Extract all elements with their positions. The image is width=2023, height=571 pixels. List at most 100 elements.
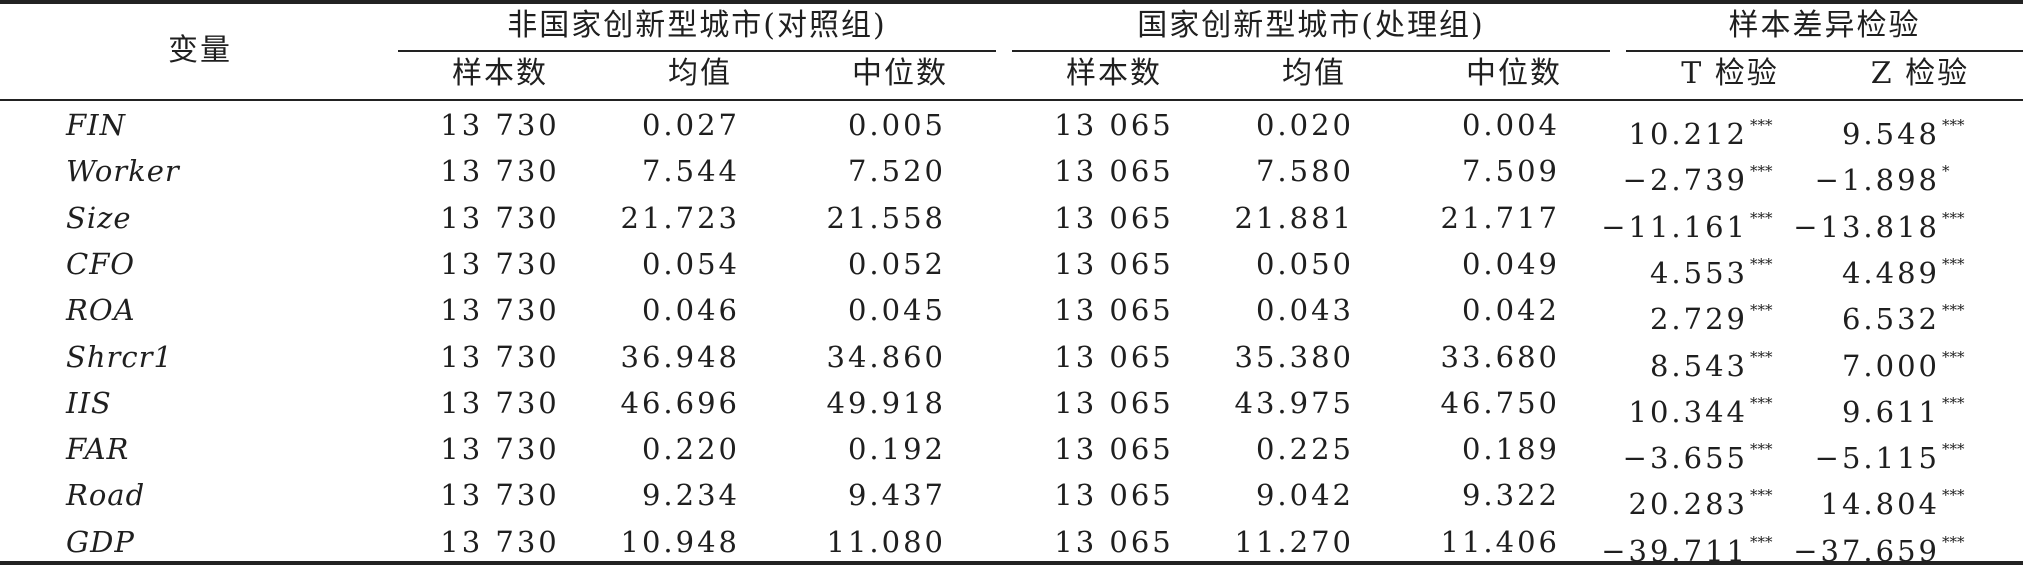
- cell-control-count: 13 730: [440, 432, 560, 467]
- cell-treatment-median: 0.042: [1461, 293, 1560, 328]
- cell-treatment-median: 9.322: [1461, 478, 1560, 513]
- cell-control-mean: 0.220: [641, 432, 740, 467]
- significance-stars: ***: [1750, 532, 1773, 551]
- cell-treatment-mean: 35.380: [1234, 339, 1354, 374]
- test-statistic: 20.283: [1628, 487, 1748, 522]
- significance-stars: ***: [1750, 347, 1773, 366]
- cell-t-test: −11.161 ***: [1560, 198, 1790, 244]
- cell-variable: IIS: [66, 385, 112, 420]
- header-group-control: 非国家创新型城市(对照组): [507, 8, 887, 43]
- cell-treatment-median: 46.750: [1440, 385, 1560, 420]
- test-statistic: −5.115: [1814, 441, 1940, 476]
- cell-z-test: 9.548 ***: [1752, 105, 1982, 151]
- cell-treatment-mean: 21.881: [1234, 200, 1354, 235]
- cell-control-median: 0.005: [847, 108, 946, 142]
- cell-control-median: 9.437: [847, 478, 946, 513]
- cell-control-count: 13 730: [440, 154, 560, 189]
- cell-variable: Worker: [66, 154, 180, 189]
- cell-treatment-mean: 0.225: [1255, 432, 1354, 467]
- significance-stars: ***: [1942, 486, 1965, 505]
- cell-control-mean: 0.027: [641, 108, 740, 142]
- cell-control-median: 21.558: [826, 200, 946, 235]
- cell-treatment-mean: 0.020: [1255, 108, 1354, 142]
- significance-stars: ***: [1942, 440, 1965, 459]
- header-t-test: T 检验: [1681, 56, 1779, 91]
- significance-stars: ***: [1750, 208, 1773, 227]
- cell-control-median: 0.045: [847, 293, 946, 328]
- header-treatment-mean: 均值: [1282, 56, 1346, 91]
- test-statistic: 4.553: [1649, 255, 1748, 290]
- cell-control-mean: 21.723: [620, 200, 740, 235]
- cell-z-test: 6.532 ***: [1752, 290, 1982, 336]
- cell-z-test: 7.000 ***: [1752, 337, 1982, 383]
- test-statistic: −37.659: [1793, 533, 1940, 568]
- significance-stars: ***: [1750, 393, 1773, 412]
- cell-z-test: −1.898 *: [1752, 151, 1982, 197]
- cell-z-test: −37.659 ***: [1752, 522, 1982, 568]
- cell-treatment-median: 21.717: [1440, 200, 1560, 235]
- test-statistic: 9.548: [1841, 117, 1940, 151]
- cell-control-median: 0.052: [847, 246, 946, 281]
- cell-treatment-count: 13 065: [1054, 524, 1174, 559]
- cell-treatment-mean: 0.050: [1255, 246, 1354, 281]
- significance-stars: *: [1942, 162, 1950, 181]
- header-control-median: 中位数: [852, 56, 948, 91]
- group-rule-treatment: [1012, 50, 1610, 52]
- cell-treatment-count: 13 065: [1054, 108, 1174, 142]
- cell-treatment-median: 0.189: [1461, 432, 1560, 467]
- cell-t-test: 10.344 ***: [1560, 383, 1790, 429]
- test-statistic: 4.489: [1841, 255, 1940, 290]
- cell-control-count: 13 730: [440, 478, 560, 513]
- test-statistic: −2.739: [1622, 163, 1748, 198]
- cell-treatment-median: 33.680: [1440, 339, 1560, 374]
- cell-control-median: 34.860: [826, 339, 946, 374]
- cell-t-test: 2.729 ***: [1560, 290, 1790, 336]
- table-header-rule: [0, 99, 2023, 101]
- cell-t-test: −2.739 ***: [1560, 151, 1790, 197]
- header-control-count: 样本数: [452, 56, 548, 91]
- test-statistic: −1.898: [1814, 163, 1940, 198]
- significance-stars: ***: [1750, 116, 1773, 134]
- cell-treatment-count: 13 065: [1054, 200, 1174, 235]
- cell-t-test: −39.711 ***: [1560, 522, 1790, 568]
- cell-treatment-count: 13 065: [1054, 293, 1174, 328]
- cell-treatment-count: 13 065: [1054, 246, 1174, 281]
- cell-control-count: 13 730: [440, 246, 560, 281]
- test-statistic: 6.532: [1841, 302, 1940, 337]
- significance-stars: ***: [1942, 301, 1965, 320]
- table-top-rule: [0, 0, 2023, 4]
- significance-stars: ***: [1750, 301, 1773, 320]
- cell-z-test: −5.115 ***: [1752, 429, 1982, 475]
- cell-treatment-median: 7.509: [1461, 154, 1560, 189]
- test-statistic: 9.611: [1841, 394, 1940, 429]
- cell-control-count: 13 730: [440, 108, 560, 142]
- cell-variable: Shrcr1: [66, 339, 173, 374]
- cell-control-median: 0.192: [847, 432, 946, 467]
- test-statistic: 2.729: [1649, 302, 1748, 337]
- cell-treatment-mean: 11.270: [1234, 524, 1354, 559]
- significance-stars: ***: [1942, 254, 1965, 273]
- cell-treatment-mean: 9.042: [1255, 478, 1354, 513]
- test-statistic: 14.804: [1820, 487, 1940, 522]
- cell-treatment-count: 13 065: [1054, 385, 1174, 420]
- significance-stars: ***: [1750, 162, 1773, 181]
- cell-variable: ROA: [66, 293, 136, 328]
- significance-stars: ***: [1942, 208, 1965, 227]
- cell-t-test: 8.543 ***: [1560, 337, 1790, 383]
- cell-control-mean: 36.948: [620, 339, 740, 374]
- header-control-mean: 均值: [668, 56, 732, 91]
- cell-z-test: 9.611 ***: [1752, 383, 1982, 429]
- header-treatment-median: 中位数: [1466, 56, 1562, 91]
- test-statistic: 8.543: [1649, 348, 1748, 383]
- header-group-test: 样本差异检验: [1728, 8, 1921, 43]
- group-rule-test: [1626, 50, 2023, 52]
- significance-stars: ***: [1942, 116, 1965, 134]
- cell-control-count: 13 730: [440, 339, 560, 374]
- significance-stars: ***: [1942, 393, 1965, 412]
- cell-treatment-mean: 43.975: [1234, 385, 1354, 420]
- test-statistic: 10.212: [1628, 117, 1748, 151]
- cell-z-test: −13.818 ***: [1752, 198, 1982, 244]
- cell-treatment-median: 11.406: [1440, 524, 1560, 559]
- cell-control-median: 49.918: [826, 385, 946, 420]
